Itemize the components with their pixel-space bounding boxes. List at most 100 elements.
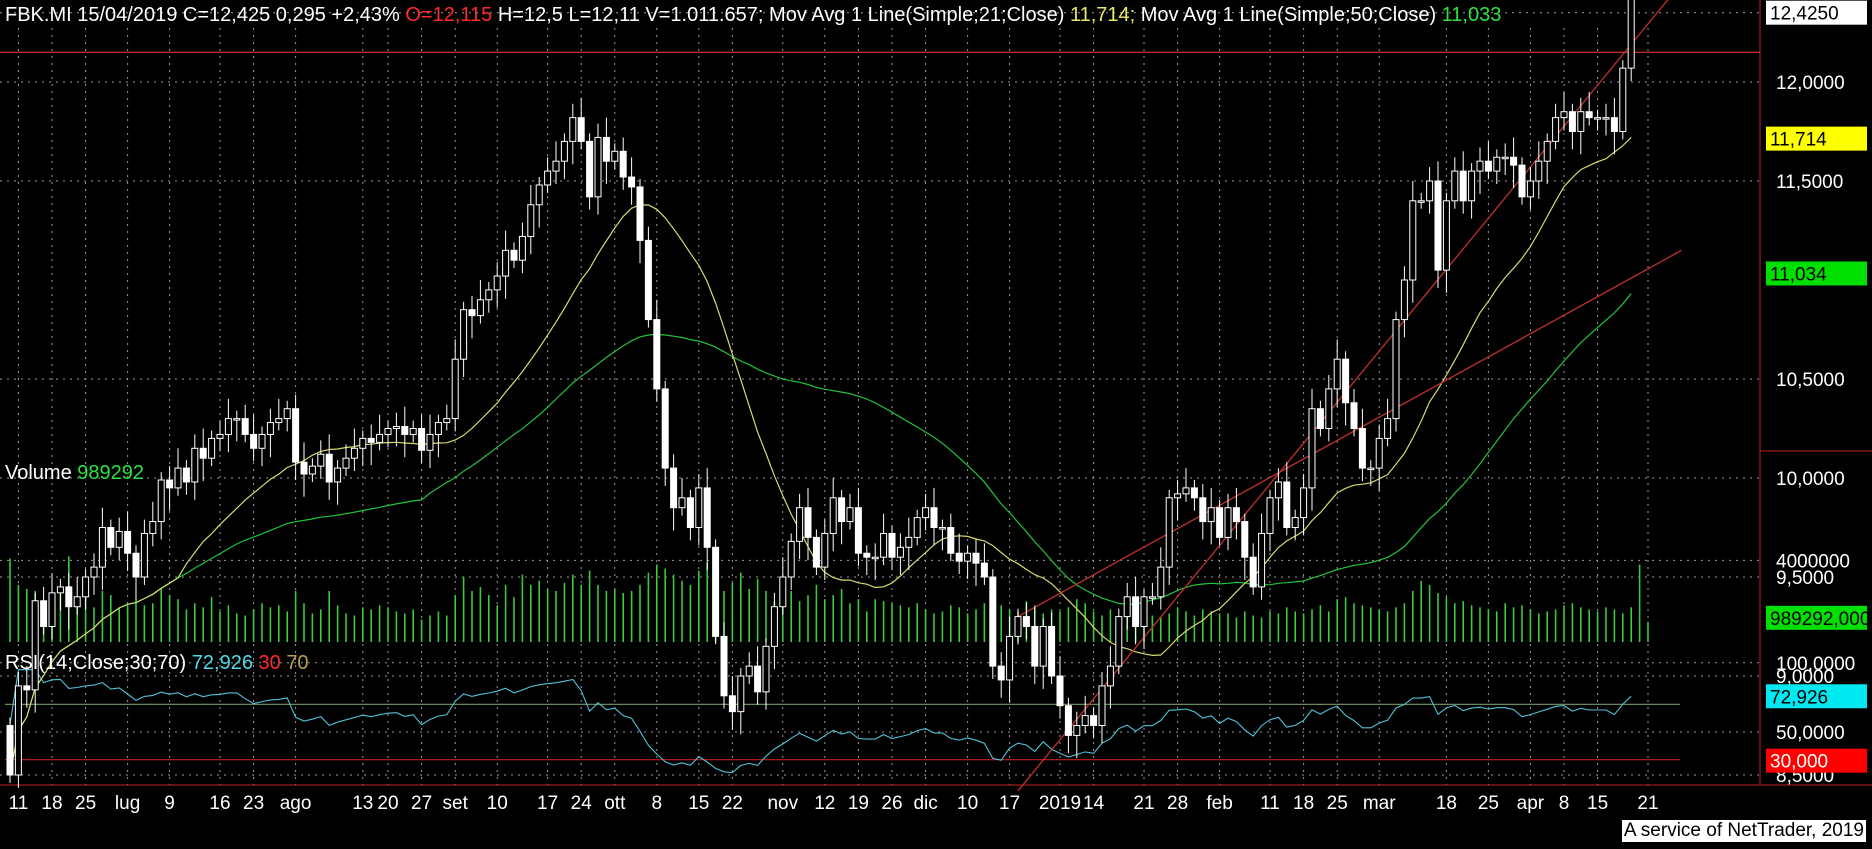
price-tick-label: 9,0000 <box>1776 667 1834 688</box>
candle-body <box>838 497 846 523</box>
close-value: C=12,425 <box>182 4 271 26</box>
candle <box>1426 167 1434 214</box>
candle-body <box>1434 180 1442 271</box>
candle <box>821 519 829 580</box>
candle <box>82 569 90 610</box>
volume-value: V=1.011.657; <box>645 4 764 26</box>
candle-body <box>401 426 409 435</box>
candle-body <box>518 235 526 261</box>
date: 15/04/2019 <box>77 4 178 26</box>
candle <box>1300 474 1308 536</box>
candle <box>518 222 526 274</box>
candle <box>350 428 358 472</box>
candle <box>762 638 770 710</box>
candle-body <box>1552 117 1560 142</box>
candle <box>754 646 762 705</box>
candle-body <box>124 530 132 554</box>
candle <box>980 543 988 585</box>
candle-body <box>661 388 669 469</box>
candle <box>199 428 207 481</box>
candle <box>1451 157 1459 209</box>
candle <box>888 525 896 571</box>
candle-body <box>409 428 417 435</box>
candle-body <box>56 586 64 594</box>
rsi-panel <box>5 669 1680 774</box>
rsi30-tag: 30,000 <box>1766 748 1867 773</box>
candle-body <box>1627 0 1635 69</box>
candle-body <box>510 249 518 261</box>
x-tick-label: 25 <box>75 793 96 814</box>
candle <box>1367 460 1375 486</box>
candle <box>98 507 106 590</box>
candle-body <box>913 517 921 538</box>
candle-body <box>922 507 930 519</box>
candle-body <box>972 552 980 564</box>
ma50-tag-bg <box>1766 261 1867 286</box>
candle-body <box>115 530 123 548</box>
candle <box>602 117 610 184</box>
candle-body <box>636 186 644 241</box>
candle <box>1484 141 1492 180</box>
candle <box>1140 588 1148 650</box>
x-tick-label: 11 <box>1260 793 1280 814</box>
grid-lines <box>0 0 1872 786</box>
ma21-tag-bg <box>1766 126 1867 151</box>
footer-credit: A service of NetTrader, 2019 <box>1621 820 1866 842</box>
candle-body <box>644 239 652 321</box>
candle <box>140 519 148 585</box>
candle <box>1291 509 1299 541</box>
candle-body <box>1350 402 1358 430</box>
candle <box>1442 192 1450 293</box>
axes: 12,0000 11,5000 10,5000 10,0000 9,5000 9,0000… <box>9 0 1870 814</box>
candle <box>1501 143 1509 176</box>
candle-body <box>586 140 594 198</box>
candle-body <box>1199 497 1207 523</box>
candle-body <box>1384 418 1392 439</box>
rsi-tag-text: 72,926 <box>1770 687 1828 708</box>
candles <box>6 0 1635 788</box>
x-tick-label: 23 <box>243 793 264 814</box>
candle <box>1199 483 1207 540</box>
volume-tag-text: 989292,000 <box>1770 609 1870 630</box>
candle <box>1249 543 1257 595</box>
x-tick-label: 11 <box>9 793 29 814</box>
candle-body <box>443 418 451 424</box>
candle-body <box>527 204 535 237</box>
ma21-tag-text: 11,714 <box>1770 130 1827 151</box>
candle <box>401 406 409 458</box>
high-value: H=12,5 <box>497 4 563 26</box>
symbol: FBK.MI <box>5 4 72 26</box>
candle-body <box>611 150 619 162</box>
candle-body <box>1258 532 1266 588</box>
x-tick-label: dic <box>913 793 937 814</box>
candle-body <box>737 675 745 713</box>
candle <box>1560 91 1568 131</box>
last-price-tag-bg <box>1766 0 1867 25</box>
candle-body <box>905 536 913 548</box>
candle-body <box>1342 358 1350 404</box>
candle <box>1493 149 1501 184</box>
candle-body <box>863 552 871 558</box>
candle <box>1627 0 1635 82</box>
candle <box>384 420 392 448</box>
x-tick-label: 26 <box>881 793 902 814</box>
candle-body <box>770 606 778 647</box>
rsi-legend-value: 72,926 <box>191 652 253 674</box>
candle-body <box>812 536 820 568</box>
ma50-legend-value: 11,033 <box>1441 4 1502 26</box>
x-tick-label: nov <box>767 793 798 814</box>
candle <box>65 573 73 630</box>
candle-body <box>73 596 81 608</box>
candle <box>1283 462 1291 536</box>
candle-body <box>140 532 148 578</box>
rsi30-tag-bg <box>1766 748 1867 773</box>
x-tick-label: 12 <box>814 793 835 814</box>
candle <box>1123 582 1131 630</box>
candle-body <box>712 546 720 637</box>
candle <box>636 179 644 264</box>
candle <box>23 666 31 708</box>
x-tick-label: 15 <box>688 793 709 814</box>
rsi-tag: 72,926 <box>1766 684 1867 709</box>
candle <box>1610 97 1618 155</box>
candle-body <box>434 422 442 435</box>
